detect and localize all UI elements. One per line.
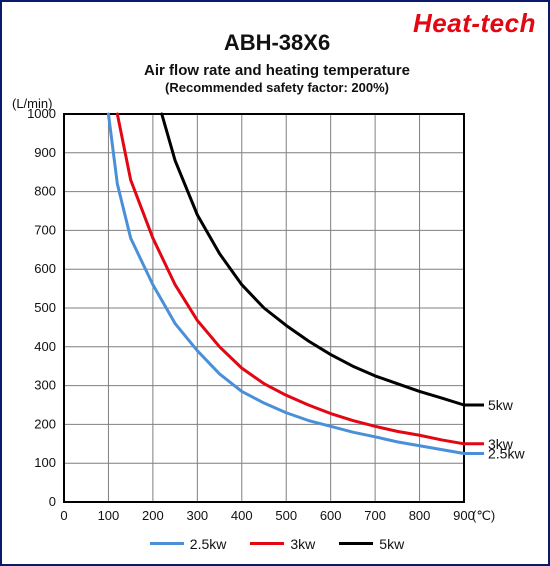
x-tick-label: 500 [275, 508, 297, 523]
y-tick-label: 100 [34, 455, 56, 470]
legend-swatch [150, 542, 184, 545]
y-tick-label: 600 [34, 261, 56, 276]
x-tick-label: 600 [320, 508, 342, 523]
x-tick-label: 300 [186, 508, 208, 523]
legend-label: 3kw [290, 536, 315, 552]
x-tick-label: 0 [60, 508, 67, 523]
y-tick-label: 200 [34, 416, 56, 431]
legend-label: 2.5kw [190, 536, 227, 552]
series-end-label: 5kw [488, 397, 514, 413]
y-tick-label: 800 [34, 184, 56, 199]
y-tick-label: 700 [34, 222, 56, 237]
y-tick-label: 1000 [27, 106, 56, 121]
x-tick-label: 200 [142, 508, 164, 523]
x-tick-label: 800 [409, 508, 431, 523]
legend-swatch [339, 542, 373, 545]
chart-frame: Heat-tech ABH-38X6 Air flow rate and hea… [0, 0, 550, 566]
y-tick-label: 500 [34, 300, 56, 315]
series-end-label: 3kw [488, 436, 514, 452]
series-3kw [117, 114, 464, 444]
legend-item: 3kw [250, 536, 315, 552]
line-chart: 0 100 200 300 400 500 600 700 800 900 0 100 200 300 40… [2, 2, 550, 566]
legend-item: 2.5kw [150, 536, 227, 552]
y-tick-label: 400 [34, 339, 56, 354]
y-tick-label: 900 [34, 145, 56, 160]
y-tick-label: 300 [34, 378, 56, 393]
x-tick-label: 400 [231, 508, 253, 523]
legend-swatch [250, 542, 284, 545]
x-tick-label: 100 [98, 508, 120, 523]
legend: 2.5kw 3kw 5kw [2, 532, 550, 552]
legend-item: 5kw [339, 536, 404, 552]
x-axis-unit: (℃) [472, 508, 495, 524]
x-tick-label: 700 [364, 508, 386, 523]
legend-label: 5kw [379, 536, 404, 552]
y-tick-label: 0 [49, 494, 56, 509]
